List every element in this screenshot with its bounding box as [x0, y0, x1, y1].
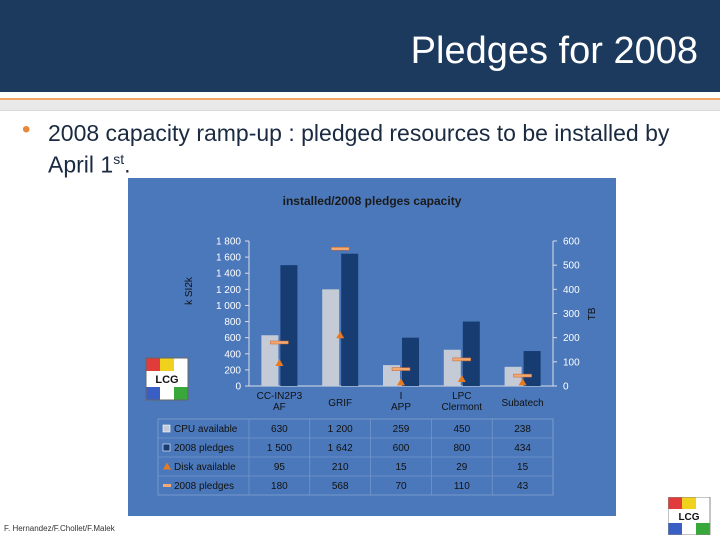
data-table-value: 180: [271, 481, 288, 492]
legend-label: Disk available: [174, 462, 236, 473]
bar-cpu-pledges: [462, 321, 480, 386]
data-table-value: 95: [274, 462, 286, 473]
y-tick-label: 1 000: [216, 301, 241, 312]
y-tick-label: 600: [224, 333, 241, 344]
marker-disk-pledges: [452, 357, 472, 362]
chart-panel: installed/2008 pledges capacity 0 200 400 6…: [128, 178, 616, 516]
legend-swatch: [162, 424, 171, 433]
data-table-value: 450: [453, 424, 470, 435]
data-table-value: 110: [454, 481, 470, 492]
y-tick-label: 200: [224, 365, 241, 376]
bar-cpu-available: [504, 366, 522, 386]
legend-label: 2008 pledges: [174, 481, 234, 492]
bar-cpu-available: [261, 335, 279, 386]
legend-swatch: [162, 443, 171, 452]
data-table-value: 15: [395, 462, 407, 473]
y2-tick-label: 600: [563, 237, 580, 248]
marker-disk-available: [397, 378, 405, 386]
slide-title: Pledges for 2008: [410, 30, 698, 72]
data-table-value: 1 200: [328, 424, 353, 435]
x-tick-label-line: AF: [273, 402, 286, 413]
logo-text: LCG: [155, 374, 178, 386]
data-table-value: 259: [393, 424, 410, 435]
marker-disk-available: [336, 331, 345, 339]
corner-lcg-logo: LCG: [668, 497, 711, 535]
y2-tick-label: 400: [563, 285, 580, 296]
bar-cpu-pledges: [523, 351, 541, 386]
lcg-logo: LCG: [145, 357, 189, 401]
y2-tick-label: 200: [563, 333, 580, 344]
x-tick-label-line: Subatech: [501, 398, 543, 409]
x-tick-label-line: APP: [391, 402, 411, 413]
x-tick-label: Subatech: [501, 398, 543, 409]
bar-cpu-pledges: [402, 337, 419, 386]
data-table-value: 29: [456, 462, 468, 473]
marker-disk-available: [275, 359, 284, 367]
y-tick-label: 1 600: [216, 253, 241, 264]
marker-disk-available: [518, 378, 527, 386]
bar-cpu-pledges: [341, 253, 359, 386]
x-tick-label: LPC Clermont: [442, 391, 483, 413]
data-table-value: 238: [514, 424, 531, 435]
x-tick-label-line: Clermont: [442, 402, 483, 413]
y-tick-label: 1 200: [216, 285, 241, 296]
marker-disk-pledges: [391, 367, 411, 371]
data-table-value: 43: [517, 481, 529, 492]
data-table-value: 70: [395, 481, 407, 492]
data-table-value: 800: [453, 443, 470, 454]
x-tick-label-line: I: [400, 391, 403, 402]
y-tick-label: 800: [224, 317, 241, 328]
bar-cpu-pledges: [280, 265, 298, 386]
y-tick-label: 400: [224, 349, 241, 360]
x-tick-label: I APP: [391, 391, 411, 413]
bullet-main: 2008 capacity ramp-up : pledged resource…: [48, 120, 670, 178]
y2-axis-label: TB: [587, 307, 598, 320]
legend-label: CPU available: [174, 424, 238, 435]
bullet-superscript: st: [113, 151, 125, 167]
y-tick-label: 0: [235, 382, 241, 393]
marker-disk-pledges: [513, 373, 532, 378]
data-table-value: 630: [271, 424, 288, 435]
y2-tick-label: 0: [563, 382, 569, 393]
y2-tick-label: 300: [563, 309, 580, 320]
data-table-value: 1 642: [328, 443, 353, 454]
y-axis-label: k SI2k: [184, 276, 195, 305]
y2-tick-label: 100: [563, 357, 580, 368]
marker-disk-pledges: [270, 340, 289, 345]
x-tick-label: CC-IN2P3 AF: [257, 391, 303, 413]
legend-swatch: [163, 484, 171, 487]
bullet-marker: •: [22, 116, 31, 143]
bullet-end: .: [124, 151, 131, 178]
x-tick-label-line: LPC: [452, 391, 471, 402]
corner-logo-text: LCG: [678, 512, 699, 523]
x-tick-label: GRIF: [328, 398, 352, 409]
data-table-value: 1 500: [267, 443, 292, 454]
header-divider: [0, 98, 720, 111]
bar-cpu-available: [443, 349, 461, 386]
x-tick-label-line: GRIF: [328, 398, 352, 409]
footer-credits: F. Hernandez/F.Chollet/F.Malek: [4, 524, 115, 533]
data-table-value: 15: [517, 462, 529, 473]
marker-disk-available: [457, 374, 466, 382]
slide-header: Pledges for 2008: [0, 0, 720, 92]
bullet-text: 2008 capacity ramp-up : pledged resource…: [48, 120, 698, 178]
data-table-value: 600: [393, 443, 410, 454]
chart-title: installed/2008 pledges capacity: [283, 194, 462, 208]
y-tick-label: 1 800: [216, 237, 241, 248]
pledges-chart: installed/2008 pledges capacity 0 200 400 6…: [145, 194, 598, 496]
x-tick-label-line: CC-IN2P3: [257, 391, 303, 402]
bar-cpu-available: [322, 289, 340, 386]
legend-swatch: [163, 462, 171, 470]
marker-disk-pledges: [330, 246, 350, 251]
data-table-value: 568: [332, 481, 349, 492]
y2-tick-label: 500: [563, 261, 580, 272]
legend-label: 2008 pledges: [174, 443, 234, 454]
data-table-value: 434: [514, 443, 531, 454]
y-tick-label: 1 400: [216, 269, 241, 280]
data-table-value: 210: [332, 462, 349, 473]
